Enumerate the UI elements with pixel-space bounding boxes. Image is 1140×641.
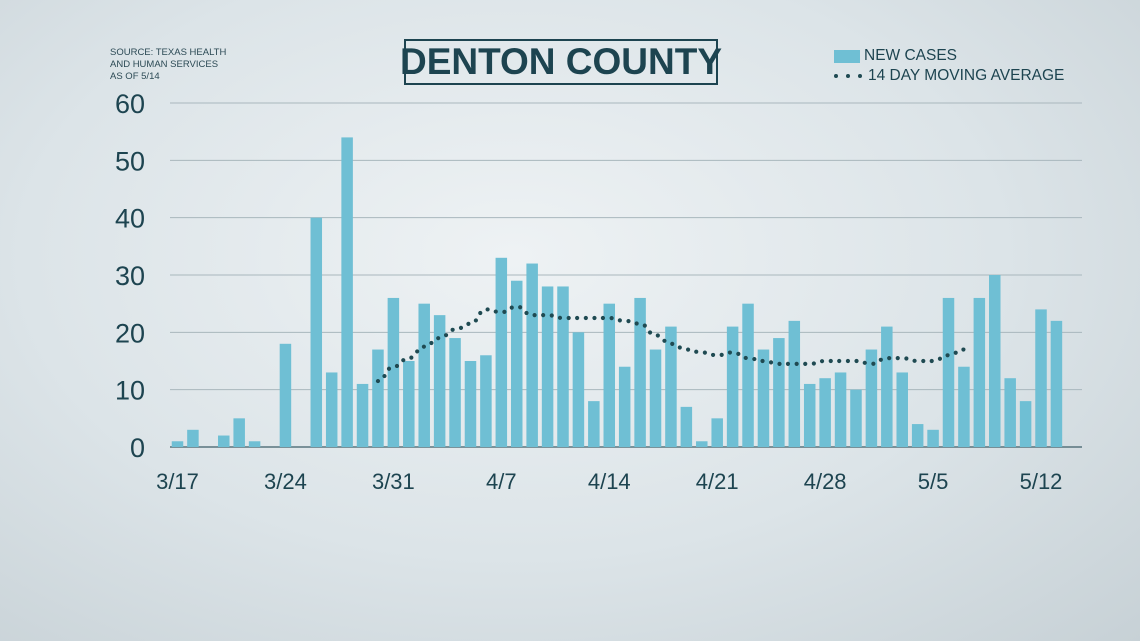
bar [742, 303, 754, 447]
bar [942, 297, 955, 447]
x-tick-label: 3/24 [264, 469, 307, 494]
legend-label: NEW CASES [864, 47, 958, 64]
bar [665, 326, 677, 447]
moving-average-line [375, 304, 967, 384]
bar [850, 389, 862, 447]
bar [958, 366, 970, 447]
legend-item-moving-average: 14 DAY MOVING AVERAGE [834, 66, 1064, 86]
bar [187, 429, 199, 447]
source-line: AS OF 5/14 [110, 71, 160, 82]
bar [603, 303, 616, 447]
bar [248, 441, 261, 447]
x-tick-label: 3/31 [372, 469, 415, 494]
y-tick-label: 10 [115, 376, 145, 406]
source-note: Source: TEXAS HEALTH AND HUMAN SERVICES … [110, 47, 230, 83]
bar [881, 326, 893, 447]
bar [989, 275, 1001, 447]
x-axis-tick-labels: 3/17 3/24 3/31 4/7 4/14 4/21 4/28 5/5 5/12 [156, 469, 1062, 494]
x-tick-label: 5/12 [1020, 469, 1063, 494]
bar [372, 349, 384, 447]
bar [325, 372, 338, 447]
bar [403, 361, 415, 447]
x-tick-label: 4/7 [486, 469, 517, 494]
bar [171, 441, 184, 447]
y-tick-label: 20 [115, 318, 145, 348]
y-tick-label: 40 [115, 204, 145, 234]
bar [480, 355, 492, 447]
y-axis-tick-labels: 0 10 20 30 40 50 60 [115, 89, 145, 463]
bar [1050, 320, 1063, 447]
chart-title-box: DENTON COUNTY [400, 39, 722, 85]
bar [711, 418, 723, 447]
bar [541, 286, 554, 447]
bar [726, 326, 739, 447]
bar [341, 137, 353, 447]
legend-swatch-bar [834, 49, 860, 63]
bar [526, 263, 538, 447]
bar [865, 349, 878, 447]
bar [680, 406, 693, 447]
legend-swatch-dotted-line [834, 70, 864, 83]
source-line: AND HUMAN SERVICES [110, 59, 219, 70]
y-tick-label: 60 [115, 89, 145, 119]
bar [218, 435, 230, 447]
legend: NEW CASES 14 DAY MOVING AVERAGE [834, 46, 1064, 86]
bar [757, 349, 770, 447]
bar [696, 441, 708, 447]
legend-item-new-cases: NEW CASES [834, 46, 1064, 66]
x-tick-label: 4/28 [804, 469, 847, 494]
bar [588, 401, 600, 447]
bar-series-new-cases [171, 137, 1063, 447]
bar [449, 338, 461, 447]
bar [634, 297, 646, 447]
bar [433, 315, 446, 447]
bar [803, 383, 816, 447]
bar [464, 361, 477, 447]
bar [279, 343, 292, 447]
bar [896, 372, 908, 447]
bar [557, 286, 569, 447]
bar [1004, 378, 1016, 447]
x-tick-label: 3/17 [156, 469, 199, 494]
bar [1019, 401, 1032, 447]
bar [834, 372, 847, 447]
bar [418, 303, 430, 447]
bar [911, 424, 924, 447]
x-tick-label: 4/21 [696, 469, 739, 494]
bar [510, 280, 523, 447]
legend-label: 14 DAY MOVING AVERAGE [868, 67, 1065, 84]
x-tick-label: 4/14 [588, 469, 631, 494]
line-series-moving-average [375, 304, 967, 384]
bar [649, 349, 662, 447]
chart-title: DENTON COUNTY [399, 41, 723, 82]
bar [773, 338, 785, 447]
bar [927, 429, 939, 447]
bar [356, 383, 369, 447]
bar [495, 257, 508, 447]
bar [819, 378, 831, 447]
bar [310, 217, 323, 447]
bar [387, 297, 400, 447]
bar [788, 320, 801, 447]
bar [233, 418, 245, 447]
y-tick-label: 0 [130, 433, 145, 463]
x-tick-label: 5/5 [918, 469, 949, 494]
bar [572, 332, 585, 447]
y-tick-label: 50 [115, 146, 145, 176]
y-tick-label: 30 [115, 261, 145, 291]
source-line: Source: TEXAS HEALTH [110, 47, 227, 58]
bar [618, 366, 631, 447]
bar [1035, 309, 1047, 447]
bar [973, 297, 986, 447]
